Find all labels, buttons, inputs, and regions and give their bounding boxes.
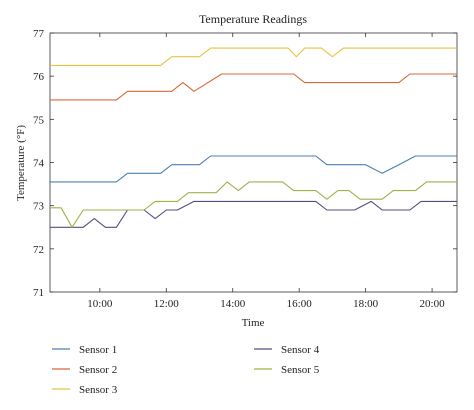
y-tick-label: 72 [33, 244, 44, 256]
legend-item-sensor-2: Sensor 2 [52, 364, 117, 376]
y-tick-label: 77 [33, 28, 45, 40]
x-tick-label: 20:00 [420, 298, 446, 310]
legend-item-sensor-5: Sensor 5 [254, 364, 320, 376]
x-tick-label: 10:00 [87, 298, 113, 310]
series-lines [50, 47, 457, 228]
legend: Sensor 1 Sensor 2 Sensor 3 Sensor 4 Sensor 5 [52, 344, 320, 396]
series-line-sensor-1 [50, 155, 457, 183]
legend-label: Sensor 4 [281, 344, 320, 356]
y-tick-label: 74 [33, 158, 45, 170]
x-tick-label: 12:00 [154, 298, 180, 310]
x-tick-label: 16:00 [287, 298, 313, 310]
x-tick-label: 14:00 [220, 298, 246, 310]
series-line-sensor-5 [50, 181, 457, 228]
x-tick-label: 18:00 [353, 298, 379, 310]
x-axis: 10:00 12:00 14:00 16:00 18:00 20:00 [87, 33, 445, 310]
x-axis-label: Time [242, 317, 265, 329]
legend-label: Sensor 2 [79, 364, 117, 376]
y-tick-label: 71 [33, 287, 44, 299]
y-axis-label: Temperature (°F) [15, 125, 27, 201]
y-axis: 71 72 73 74 75 76 77 [33, 28, 457, 299]
legend-label: Sensor 5 [281, 364, 320, 376]
y-tick-label: 75 [33, 114, 45, 126]
plot-frame [49, 32, 458, 293]
legend-item-sensor-1: Sensor 1 [52, 344, 117, 356]
series-line-sensor-4 [50, 200, 457, 228]
legend-item-sensor-3: Sensor 3 [52, 384, 118, 396]
legend-label: Sensor 3 [79, 384, 118, 396]
chart-title: Temperature Readings [199, 12, 307, 26]
legend-label: Sensor 1 [79, 344, 117, 356]
series-line-sensor-3 [50, 47, 457, 66]
y-tick-label: 73 [33, 201, 45, 213]
legend-item-sensor-4: Sensor 4 [254, 344, 320, 356]
series-line-sensor-2 [50, 73, 457, 101]
y-tick-label: 76 [33, 71, 45, 83]
